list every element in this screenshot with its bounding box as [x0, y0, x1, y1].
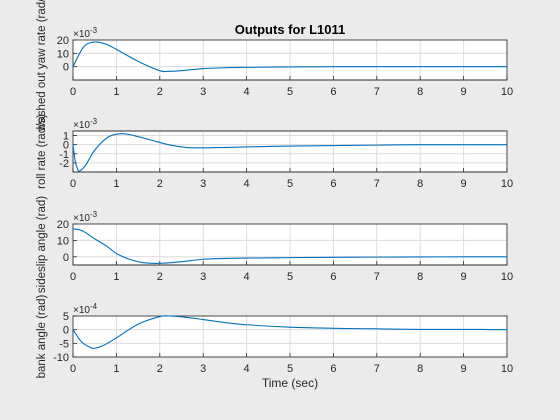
subplot-4-xtick-label: 8 — [417, 363, 423, 375]
subplot-3: 0 1 2 3 4 5 6 7 8 9 10 0 10 20 ×10-3 sideslip angle (ra… — [36, 196, 513, 293]
subplot-4-ytick-label: 5 — [63, 311, 69, 323]
subplot-4-xtick-label: 1 — [113, 363, 119, 375]
subplot-3-exponent-label: ×10-3 — [73, 210, 98, 224]
figure-title: Outputs for L1011 — [235, 22, 346, 37]
x-axis-label: Time (sec) — [262, 376, 318, 390]
subplot-4-xtick-label: 5 — [287, 363, 293, 375]
subplot-3-xtick-label: 5 — [287, 271, 293, 283]
subplot-4-exponent-power: -4 — [90, 302, 98, 311]
subplot-3-xtick-label: 7 — [374, 271, 380, 283]
subplot-3-ytick-label: 0 — [63, 252, 69, 264]
subplot-2-ytick-label: -1 — [59, 149, 69, 161]
subplot-2-series-line — [72, 133, 507, 172]
subplot-2-ytick-label: -2 — [59, 158, 69, 170]
subplot-3-xtick-label: 8 — [417, 271, 423, 283]
subplot-3-series-line — [72, 228, 508, 264]
subplot-1-xtick-label: 6 — [330, 86, 336, 98]
subplot-3-xtick-label: 4 — [244, 271, 250, 283]
subplot-1-exponent-label: ×10-3 — [73, 26, 98, 40]
subplot-1-xtick-label: 2 — [157, 86, 163, 98]
subplot-1-ytick-label: 0 — [63, 62, 69, 74]
subplot-2-xtick-label: 9 — [461, 178, 467, 190]
subplot-2-axes-frame — [72, 130, 508, 173]
subplot-3-exponent-base: ×10 — [73, 213, 90, 224]
subplot-2-xtick-label: 3 — [200, 178, 206, 190]
subplot-4-exponent-base: ×10 — [73, 305, 90, 316]
subplot-3-xtick-label: 9 — [461, 271, 467, 283]
subplot-2-xtick-label: 2 — [157, 178, 163, 190]
subplot-2-xtick-label: 10 — [501, 178, 513, 190]
subplot-1-exponent-power: -3 — [90, 26, 98, 35]
subplot-1-xtick-label: 4 — [244, 86, 250, 98]
subplot-3-exponent-power: -3 — [90, 210, 98, 219]
subplot-2-xtick-label: 5 — [287, 178, 293, 190]
subplot-1-axes-frame — [72, 39, 508, 81]
subplot-4-xtick-label: 6 — [330, 363, 336, 375]
subplot-3-xtick-label: 0 — [70, 271, 76, 283]
subplot-4-xtick-label: 0 — [70, 363, 76, 375]
subplot-1-xtick-label: 9 — [461, 86, 467, 98]
subplot-2-y-axis-label: roll rate (rad/s) — [36, 114, 48, 189]
subplot-4-xtick-label: 9 — [461, 363, 467, 375]
subplot-1-exponent-base: ×10 — [73, 29, 90, 40]
subplot-3-xtick-label: 3 — [200, 271, 206, 283]
subplot-4-ytick-label: -10 — [53, 352, 69, 364]
subplot-4-xtick-label: 2 — [157, 363, 163, 375]
subplot-4-exponent-label: ×10-4 — [73, 302, 98, 316]
subplot-2-exponent-label: ×10-3 — [73, 117, 98, 131]
subplot-4-series-line — [72, 315, 508, 349]
subplot-1-ytick-label: 10 — [57, 48, 69, 60]
subplot-4-ytick-label: -5 — [59, 338, 69, 350]
subplot-4-xtick-label: 10 — [501, 363, 513, 375]
subplot-4-xtick-label: 7 — [374, 363, 380, 375]
subplot-1-xtick-label: 7 — [374, 86, 380, 98]
subplot-1-series-line — [72, 41, 507, 73]
subplot-1-y-axis-label: washed out yaw rate (rad/s) — [36, 0, 48, 132]
subplot-1-ytick-label: 20 — [57, 35, 69, 47]
subplot-4-ytick-label: 0 — [63, 325, 69, 337]
subplot-3-xtick-label: 10 — [501, 271, 513, 283]
subplot-2-exponent-base: ×10 — [73, 120, 90, 131]
subplot-3-xtick-label: 6 — [330, 271, 336, 283]
subplot-3-axes-frame — [72, 223, 508, 266]
subplot-1-xtick-label: 8 — [417, 86, 423, 98]
subplot-1-xtick-label: 3 — [200, 86, 206, 98]
subplot-1-xtick-label: 1 — [113, 86, 119, 98]
subplot-2-xtick-label: 0 — [70, 178, 76, 190]
subplot-1-xtick-label: 5 — [287, 86, 293, 98]
subplot-2-ytick-label: 0 — [63, 140, 69, 152]
subplot-2-xtick-label: 8 — [417, 178, 423, 190]
subplot-2-xtick-label: 7 — [374, 178, 380, 190]
subplot-2-xtick-label: 1 — [113, 178, 119, 190]
subplot-4-axes-frame — [72, 315, 508, 358]
subplot-3-y-axis-label: sideslip angle (rad) — [36, 196, 48, 293]
subplot-3-ytick-label: 20 — [57, 219, 69, 231]
subplot-2-xtick-label: 6 — [330, 178, 336, 190]
subplot-1-xtick-label: 0 — [70, 86, 76, 98]
subplot-4-xtick-label: 4 — [244, 363, 250, 375]
subplot-2-xtick-label: 4 — [244, 178, 250, 190]
subplot-1-xtick-label: 10 — [501, 86, 513, 98]
subplot-4-xtick-label: 3 — [200, 363, 206, 375]
subplot-3-ytick-label: 10 — [57, 235, 69, 247]
subplot-2-exponent-power: -3 — [90, 117, 98, 126]
subplot-3-xtick-label: 2 — [157, 271, 163, 283]
subplot-3-xtick-label: 1 — [113, 271, 119, 283]
subplot-4-y-axis-label: bank angle (rad) — [36, 294, 48, 378]
subplot-2-ytick-label: 1 — [63, 131, 69, 143]
